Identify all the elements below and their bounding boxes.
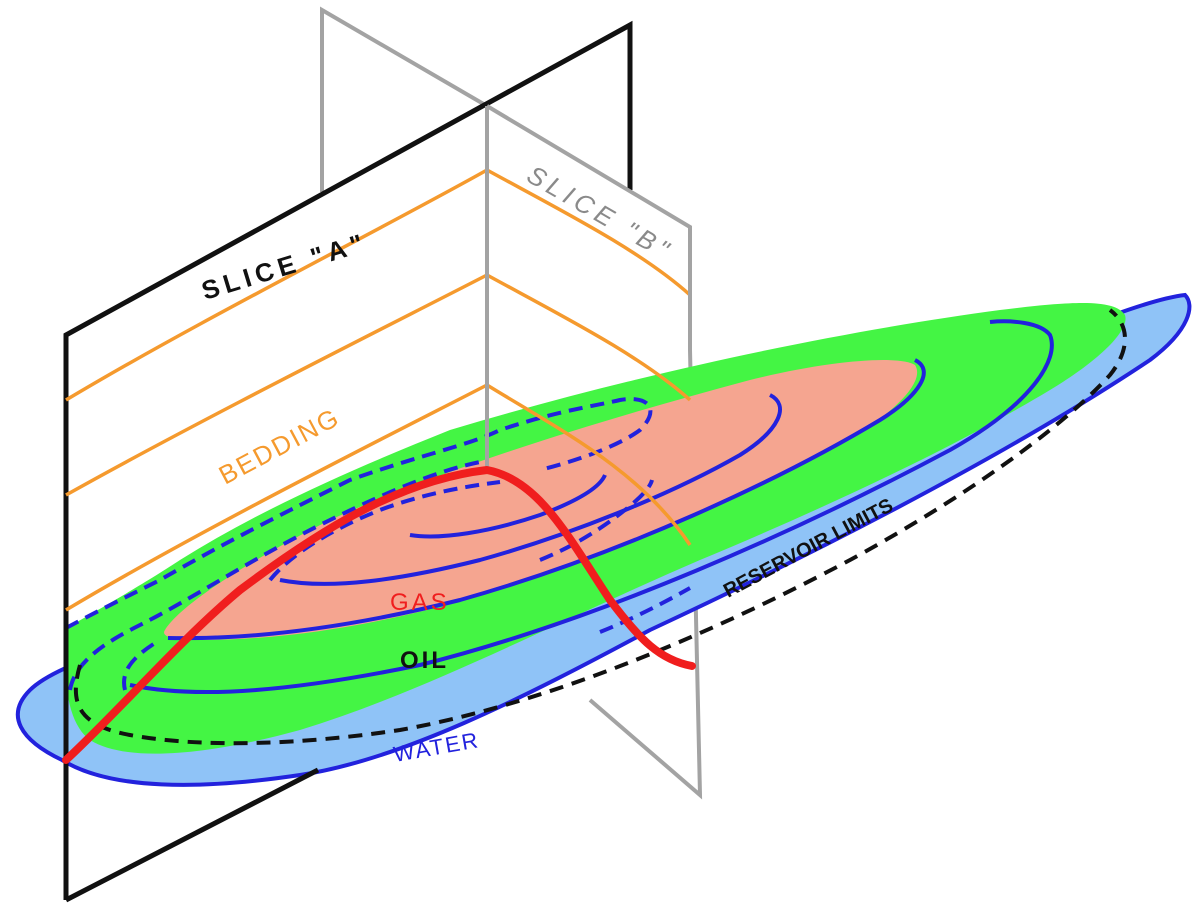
bedding-lines <box>65 167 692 612</box>
contour-lines <box>129 319 1054 695</box>
dashed-contour-lines <box>65 397 691 691</box>
horizon-red-line <box>62 465 696 764</box>
bedding-label: BEDDING <box>214 402 345 491</box>
slice-b-front-frame <box>485 104 692 470</box>
slice-a-label: SLICE "A" <box>198 227 371 306</box>
slice-a-frame <box>63 20 633 903</box>
oil-label: OIL <box>400 647 449 674</box>
gas-label: GAS <box>390 589 450 616</box>
reservoir-limit-line <box>73 308 1127 746</box>
